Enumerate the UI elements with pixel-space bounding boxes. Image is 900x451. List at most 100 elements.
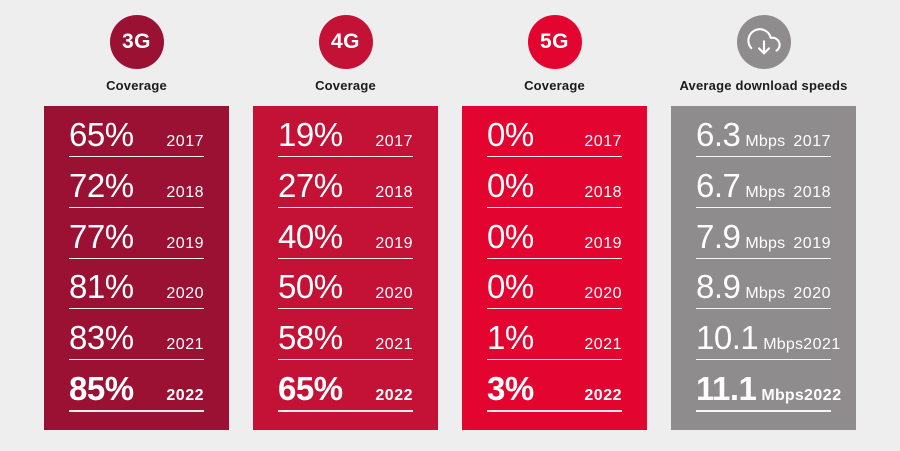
badge-4g-label: 4G bbox=[330, 30, 360, 53]
panel-4g: 19% 2017 27% 2018 40% 2019 50% 2020 58% … bbox=[253, 106, 438, 430]
stat-year: 2022 bbox=[584, 386, 622, 404]
stat-value: 83% bbox=[69, 319, 134, 357]
stat-value: 19% bbox=[278, 116, 343, 153]
stat-value: 58% bbox=[278, 319, 343, 357]
stat-value: 7.9 bbox=[696, 217, 741, 255]
stat-year: 2019 bbox=[584, 234, 622, 252]
stat-value: 10.1 bbox=[696, 319, 759, 357]
stat-value: 50% bbox=[278, 268, 343, 306]
stat-year: 2020 bbox=[166, 285, 204, 303]
stat-row-speed-2021: 10.1 Mbps 2021 bbox=[696, 319, 840, 361]
stat-row-4g-2019: 40% 2019 bbox=[278, 220, 413, 259]
infographic: 3G Coverage 65% 2017 72% 2018 77% 2019 8… bbox=[44, 15, 856, 430]
stat-year: 2018 bbox=[375, 183, 413, 201]
column-5g: 5G Coverage 0% 2017 0% 2018 0% 2019 0% 2… bbox=[462, 15, 647, 430]
stat-value: 0% bbox=[487, 217, 534, 255]
stat-value: 72% bbox=[69, 166, 134, 204]
cloud-download-icon bbox=[746, 28, 781, 55]
stat-value: 77% bbox=[69, 217, 134, 255]
panel-download-speeds: 6.3 Mbps 2017 6.7 Mbps 2018 7.9 Mbps 201… bbox=[671, 106, 856, 430]
stat-year: 2019 bbox=[166, 234, 204, 252]
stat-unit: Mbps bbox=[745, 183, 786, 201]
stat-row-5g-2018: 0% 2018 bbox=[487, 169, 622, 208]
panel-5g: 0% 2017 0% 2018 0% 2019 0% 2020 1% 2021 … bbox=[462, 106, 647, 430]
stat-unit: Mbps bbox=[745, 234, 786, 252]
stat-year: 2022 bbox=[166, 386, 204, 404]
stat-row-5g-2022: 3% 2022 bbox=[487, 372, 622, 412]
stat-row-4g-2021: 58% 2021 bbox=[278, 319, 413, 361]
stat-value: 40% bbox=[278, 217, 343, 255]
stat-row-5g-2021: 1% 2021 bbox=[487, 319, 622, 361]
stat-year: 2018 bbox=[793, 183, 831, 201]
stat-row-4g-2017: 19% 2017 bbox=[278, 118, 413, 157]
stat-year: 2020 bbox=[375, 285, 413, 303]
stat-row-5g-2019: 0% 2019 bbox=[487, 220, 622, 259]
stat-unit: Mbps bbox=[761, 386, 804, 404]
stat-year: 2017 bbox=[166, 133, 204, 150]
stat-year: 2021 bbox=[803, 336, 841, 354]
stat-row-4g-2018: 27% 2018 bbox=[278, 169, 413, 208]
stat-year: 2019 bbox=[793, 234, 831, 252]
stat-value: 27% bbox=[278, 166, 343, 204]
stat-row-speed-2018: 6.7 Mbps 2018 bbox=[696, 169, 831, 208]
stat-value: 1% bbox=[487, 319, 534, 357]
stat-value: 6.7 bbox=[696, 166, 741, 204]
stat-value: 0% bbox=[487, 268, 534, 306]
stat-row-5g-2017: 0% 2017 bbox=[487, 118, 622, 157]
stat-row-speed-2017: 6.3 Mbps 2017 bbox=[696, 118, 831, 157]
stat-year: 2022 bbox=[375, 386, 413, 404]
column-5g-label: Coverage bbox=[524, 78, 585, 93]
stat-year: 2017 bbox=[584, 133, 622, 150]
stat-value: 65% bbox=[278, 369, 343, 407]
stat-row-3g-2022: 85% 2022 bbox=[69, 372, 204, 412]
stat-row-3g-2017: 65% 2017 bbox=[69, 118, 204, 157]
stat-value: 11.1 bbox=[696, 369, 757, 407]
stat-value: 3% bbox=[487, 369, 534, 407]
stat-year: 2021 bbox=[166, 336, 204, 354]
stat-value: 6.3 bbox=[696, 116, 741, 153]
stat-year: 2017 bbox=[793, 133, 831, 150]
stat-row-speed-2022: 11.1 Mbps 2022 bbox=[696, 369, 841, 412]
column-3g-label: Coverage bbox=[106, 78, 167, 93]
stat-row-4g-2020: 50% 2020 bbox=[278, 268, 413, 310]
badge-4g: 4G bbox=[318, 15, 373, 69]
stat-row-3g-2021: 83% 2021 bbox=[69, 319, 204, 361]
stat-row-4g-2022: 65% 2022 bbox=[278, 372, 413, 412]
stat-year: 2021 bbox=[375, 336, 413, 354]
stat-year: 2018 bbox=[584, 183, 622, 201]
stat-row-5g-2020: 0% 2020 bbox=[487, 268, 622, 310]
badge-5g-label: 5G bbox=[539, 30, 569, 53]
stat-value: 81% bbox=[69, 268, 134, 306]
stat-year: 2022 bbox=[804, 386, 842, 404]
panel-3g: 65% 2017 72% 2018 77% 2019 81% 2020 83% … bbox=[44, 106, 229, 430]
stat-row-3g-2019: 77% 2019 bbox=[69, 220, 204, 259]
stat-unit: Mbps bbox=[745, 133, 786, 150]
stat-year: 2018 bbox=[166, 183, 204, 201]
column-3g: 3G Coverage 65% 2017 72% 2018 77% 2019 8… bbox=[44, 15, 229, 430]
column-download-speeds: Average download speeds 6.3 Mbps 2017 6.… bbox=[671, 15, 856, 430]
column-4g-label: Coverage bbox=[315, 78, 376, 93]
badge-5g: 5G bbox=[527, 15, 582, 69]
column-4g: 4G Coverage 19% 2017 27% 2018 40% 2019 5… bbox=[253, 15, 438, 430]
stat-unit: Mbps bbox=[763, 336, 804, 354]
stat-year: 2020 bbox=[793, 285, 831, 303]
stat-row-speed-2020: 8.9 Mbps 2020 bbox=[696, 268, 831, 310]
badge-download-speeds bbox=[736, 15, 791, 69]
badge-3g: 3G bbox=[109, 15, 164, 69]
column-download-speeds-label: Average download speeds bbox=[679, 78, 848, 93]
stat-row-3g-2018: 72% 2018 bbox=[69, 169, 204, 208]
stat-value: 65% bbox=[69, 116, 134, 153]
stat-year: 2017 bbox=[375, 133, 413, 150]
stat-value: 0% bbox=[487, 166, 534, 204]
stat-year: 2019 bbox=[375, 234, 413, 252]
stat-year: 2020 bbox=[584, 285, 622, 303]
stat-value: 0% bbox=[487, 116, 534, 153]
stat-row-3g-2020: 81% 2020 bbox=[69, 268, 204, 310]
stat-value: 85% bbox=[69, 369, 134, 407]
stat-row-speed-2019: 7.9 Mbps 2019 bbox=[696, 220, 831, 259]
stat-unit: Mbps bbox=[745, 285, 786, 303]
badge-3g-label: 3G bbox=[121, 30, 151, 53]
stat-year: 2021 bbox=[584, 336, 622, 354]
stat-value: 8.9 bbox=[696, 268, 741, 306]
